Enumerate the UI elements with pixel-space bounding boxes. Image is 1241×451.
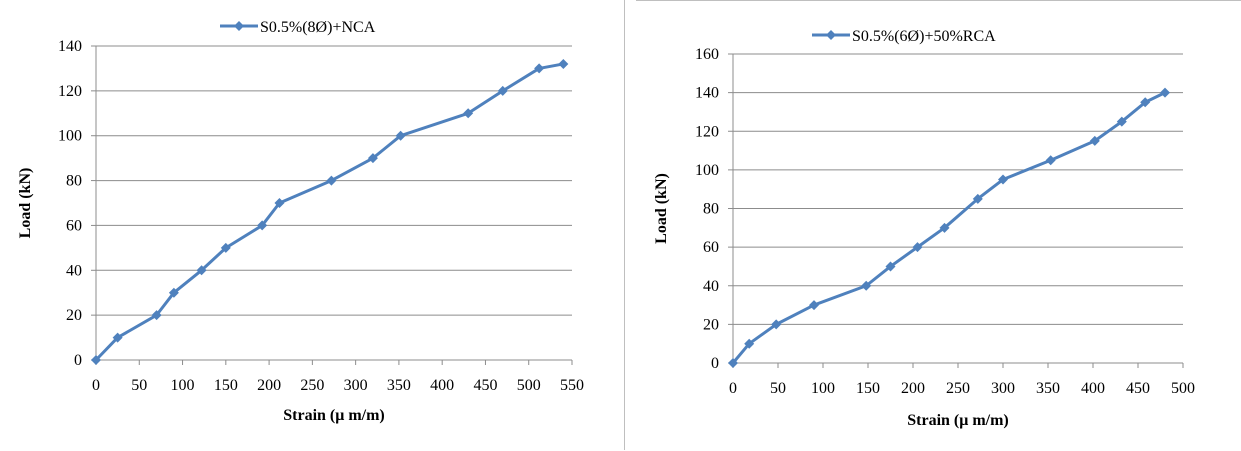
chart-panel-right: 0 20 40 60 80 100 120 140 160 0 50 100 150 200 250 300 3… [636, 0, 1241, 450]
legend-label: S0.5%(8Ø)+NCA [260, 19, 376, 36]
data-point [497, 85, 508, 96]
data-point [1116, 116, 1127, 127]
data-point [367, 153, 378, 164]
x-tick-label: 500 [517, 377, 541, 394]
y-tick-label: 120 [58, 83, 82, 100]
legend-marker [826, 30, 836, 40]
y-tick-label: 160 [695, 46, 719, 63]
x-tick-label: 50 [770, 380, 786, 397]
data-point [728, 358, 738, 368]
data-point [395, 130, 406, 141]
data-point [912, 242, 923, 253]
data-point [1140, 97, 1151, 108]
data-point [1089, 135, 1100, 146]
y-tick-label: 0 [711, 355, 719, 372]
x-axis-title: Strain (μ m/m) [907, 412, 1009, 429]
x-tick-label: 150 [214, 377, 238, 394]
x-tick-label: 300 [991, 380, 1015, 397]
data-point [809, 300, 819, 311]
chart-panel-left: 0 20 40 60 80 100 120 140 0 50 100 150 200 250 300 350 4… [17, 0, 625, 450]
data-point [1045, 155, 1056, 166]
data-point [91, 355, 101, 365]
x-tick-label: 50 [131, 377, 147, 394]
chart-left: 0 20 40 60 80 100 120 140 0 50 100 150 200 250 300 350 4… [17, 19, 584, 424]
x-tick-label: 150 [856, 380, 880, 397]
x-tick-label: 450 [473, 377, 497, 394]
y-tick-label: 100 [58, 128, 82, 145]
x-tick-label: 300 [344, 377, 368, 394]
legend-label: S0.5%(6Ø)+50%RCA [852, 28, 996, 45]
y-tick-label: 0 [74, 352, 82, 369]
data-point [1160, 87, 1170, 98]
data-point [771, 319, 782, 330]
data-point [151, 310, 162, 321]
data-point [168, 287, 179, 298]
x-tick-label: 100 [811, 380, 835, 397]
y-tick-label: 40 [66, 262, 82, 279]
data-point [861, 280, 872, 291]
data-point [274, 198, 285, 208]
data-point [463, 108, 474, 119]
legend-marker [234, 21, 244, 31]
x-tick-label: 0 [729, 380, 737, 397]
x-tick-label: 100 [171, 377, 195, 394]
data-point [972, 193, 983, 204]
x-tick-label: 250 [946, 380, 970, 397]
data-point [112, 332, 123, 343]
x-tick-label: 400 [430, 377, 454, 394]
data-point [326, 175, 337, 186]
y-tick-label: 80 [703, 201, 719, 218]
data-point [998, 174, 1008, 185]
x-tick-label: 350 [1036, 380, 1060, 397]
y-tick-label: 20 [703, 316, 719, 333]
x-tick-label: 0 [92, 377, 100, 394]
data-point [744, 338, 755, 349]
y-tick-label: 140 [58, 38, 82, 55]
y-axis-title: Load (kN) [17, 168, 34, 239]
data-point [558, 58, 569, 69]
data-point [257, 220, 268, 231]
y-tick-label: 20 [66, 307, 82, 324]
data-point [196, 265, 207, 276]
x-tick-label: 400 [1081, 380, 1105, 397]
y-axis-title: Load (kN) [653, 173, 670, 244]
x-axis-title: Strain (μ m/m) [283, 407, 385, 424]
x-tick-label: 200 [901, 380, 925, 397]
x-tick-label: 500 [1171, 380, 1195, 397]
chart-right: 0 20 40 60 80 100 120 140 160 0 50 100 150 200 250 300 3… [653, 28, 1195, 429]
y-tick-label: 60 [703, 239, 719, 256]
data-point [885, 261, 896, 272]
x-tick-label: 450 [1126, 380, 1150, 397]
data-point [939, 222, 950, 233]
x-tick-label: 350 [387, 377, 411, 394]
y-tick-label: 100 [695, 162, 719, 179]
y-tick-label: 120 [695, 123, 719, 140]
x-tick-label: 200 [257, 377, 281, 394]
data-point [534, 63, 545, 74]
data-point [220, 242, 231, 253]
y-tick-label: 80 [66, 173, 82, 190]
y-tick-label: 40 [703, 278, 719, 295]
x-tick-label: 250 [300, 377, 324, 394]
y-tick-label: 140 [695, 85, 719, 102]
x-tick-label: 550 [560, 377, 584, 394]
y-tick-label: 60 [66, 217, 82, 234]
